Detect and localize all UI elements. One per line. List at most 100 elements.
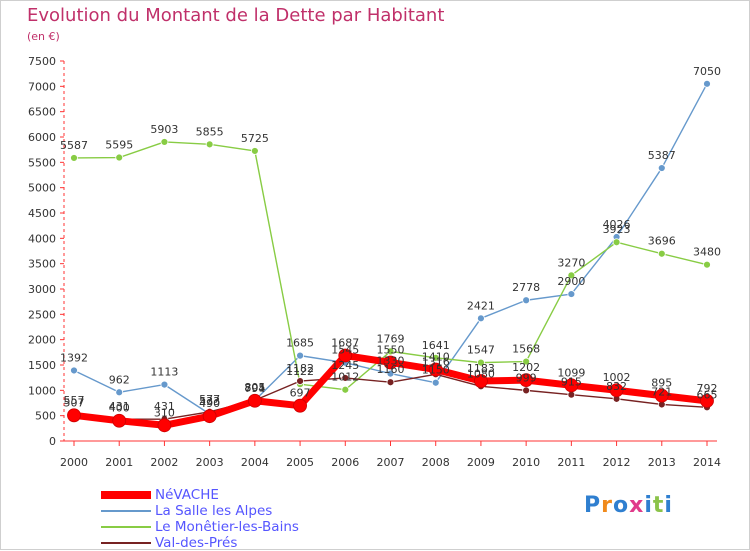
data-label-la-salle-les-alpes: 7050 xyxy=(693,65,721,78)
data-label-nevache: 400 xyxy=(109,402,130,415)
data-point-nevache xyxy=(609,383,624,398)
data-label-le-monetier-les-bains: 1641 xyxy=(422,339,450,352)
data-point-val-des-pres xyxy=(296,377,304,386)
y-tick-label: 7000 xyxy=(28,80,56,93)
data-point-la-salle-les-alpes xyxy=(477,314,485,323)
data-label-le-monetier-les-bains: 5725 xyxy=(241,132,269,145)
data-point-la-salle-les-alpes xyxy=(522,296,531,305)
data-point-nevache xyxy=(383,355,398,370)
data-label-le-monetier-les-bains: 5595 xyxy=(105,139,133,152)
x-tick-label: 2000 xyxy=(60,456,88,469)
y-tick-label: 1500 xyxy=(28,359,56,372)
data-label-le-monetier-les-bains: 1122 xyxy=(286,365,314,378)
y-tick-label: 2500 xyxy=(28,308,56,321)
y-tick-label: 3500 xyxy=(28,258,56,271)
data-label-val-des-pres: 832 xyxy=(606,380,627,393)
legend-swatch-val-des-pres xyxy=(101,542,151,544)
data-point-la-salle-les-alpes xyxy=(657,164,666,172)
data-label-val-des-pres: 577 xyxy=(199,393,220,406)
data-label-la-salle-les-alpes: 801 xyxy=(244,381,265,394)
x-tick-label: 2012 xyxy=(603,456,631,469)
legend-swatch-nevache xyxy=(101,491,151,499)
data-label-le-monetier-les-bains: 5855 xyxy=(196,125,224,138)
logo-letter: r xyxy=(601,493,613,518)
legend-item-la-salle-les-alpes[interactable]: La Salle les Alpes xyxy=(101,503,401,519)
logo-letter: t xyxy=(652,493,665,518)
data-label-nevache: 1002 xyxy=(603,371,631,384)
data-label-la-salle-les-alpes: 2900 xyxy=(557,275,585,288)
data-point-nevache xyxy=(112,413,127,428)
data-label-val-des-pres: 1080 xyxy=(467,367,495,380)
legend-item-le-monetier-les-bains[interactable]: Le Monêtier-les-Bains xyxy=(101,519,401,535)
y-tick-label: 7500 xyxy=(28,55,56,68)
data-label-nevache: 895 xyxy=(651,377,672,390)
data-point-la-salle-les-alpes xyxy=(296,351,304,360)
data-point-la-salle-les-alpes xyxy=(703,79,711,88)
data-label-nevache: 1202 xyxy=(512,361,540,374)
data-point-nevache xyxy=(67,408,81,423)
data-label-le-monetier-les-bains: 3270 xyxy=(557,256,585,269)
x-tick-label: 2007 xyxy=(377,456,405,469)
data-label-nevache: 490 xyxy=(199,397,220,410)
data-point-le-monetier-les-bains xyxy=(612,238,621,247)
x-tick-label: 2010 xyxy=(512,456,540,469)
data-label-le-monetier-les-bains: 5587 xyxy=(60,139,88,152)
y-tick-label: 500 xyxy=(35,410,56,423)
data-point-le-monetier-les-bains xyxy=(567,271,576,280)
data-point-nevache xyxy=(157,418,172,433)
data-label-le-monetier-les-bains: 1769 xyxy=(377,332,405,345)
data-point-la-salle-les-alpes xyxy=(431,378,440,387)
logo-letter: x xyxy=(629,493,645,518)
legend-swatch-la-salle-les-alpes xyxy=(101,510,151,512)
data-label-nevache: 697 xyxy=(290,387,311,400)
logo-letter: i xyxy=(644,493,653,518)
data-label-nevache: 792 xyxy=(697,382,718,395)
data-point-le-monetier-les-bains xyxy=(115,153,124,162)
data-point-nevache xyxy=(338,348,353,363)
data-label-la-salle-les-alpes: 962 xyxy=(109,373,130,386)
data-label-la-salle-les-alpes: 1685 xyxy=(286,337,314,350)
legend-label-nevache: NéVACHE xyxy=(155,487,219,503)
logo-letter: P xyxy=(584,493,602,518)
data-label-la-salle-les-alpes: 4026 xyxy=(603,218,631,231)
data-point-nevache xyxy=(428,362,443,377)
data-point-val-des-pres xyxy=(522,386,531,395)
x-tick-label: 2013 xyxy=(648,456,676,469)
data-point-la-salle-les-alpes xyxy=(567,290,576,298)
y-tick-label: 5500 xyxy=(28,156,56,169)
data-label-la-salle-les-alpes: 2421 xyxy=(467,299,495,312)
data-point-la-salle-les-alpes xyxy=(160,380,169,389)
y-tick-label: 4000 xyxy=(28,232,56,245)
data-label-nevache: 310 xyxy=(154,406,175,419)
data-label-val-des-pres: 721 xyxy=(651,385,672,398)
data-point-nevache xyxy=(654,388,669,403)
legend-item-nevache[interactable]: NéVACHE xyxy=(101,487,401,503)
data-label-le-monetier-les-bains: 3923 xyxy=(603,223,631,236)
data-point-nevache xyxy=(700,393,714,408)
x-tick-label: 2001 xyxy=(105,456,133,469)
data-point-le-monetier-les-bains xyxy=(205,140,214,149)
x-tick-label: 2003 xyxy=(196,456,224,469)
data-label-val-des-pres: 557 xyxy=(64,394,85,407)
data-point-val-des-pres xyxy=(386,378,395,387)
data-label-le-monetier-les-bains: 3480 xyxy=(693,246,721,259)
data-label-nevache: 1687 xyxy=(331,337,359,350)
data-point-le-monetier-les-bains xyxy=(431,353,440,362)
data-point-nevache xyxy=(519,373,534,387)
data-point-val-des-pres xyxy=(341,374,350,382)
data-point-le-monetier-les-bains xyxy=(477,358,485,367)
data-point-le-monetier-les-bains xyxy=(250,147,259,155)
x-tick-label: 2009 xyxy=(467,456,495,469)
data-label-val-des-pres: 1160 xyxy=(377,363,405,376)
data-label-val-des-pres: 431 xyxy=(109,400,130,413)
data-label-nevache: 1183 xyxy=(467,362,495,375)
legend-item-val-des-pres[interactable]: Val-des-Prés xyxy=(101,535,401,551)
logo-letter: i xyxy=(664,493,673,518)
data-point-nevache xyxy=(247,393,262,408)
y-tick-label: 6500 xyxy=(28,106,56,119)
y-tick-label: 4500 xyxy=(28,207,56,220)
data-label-la-salle-les-alpes: 533 xyxy=(199,395,220,408)
data-label-le-monetier-les-bains: 3696 xyxy=(648,235,676,248)
y-tick-label: 0 xyxy=(49,435,56,448)
